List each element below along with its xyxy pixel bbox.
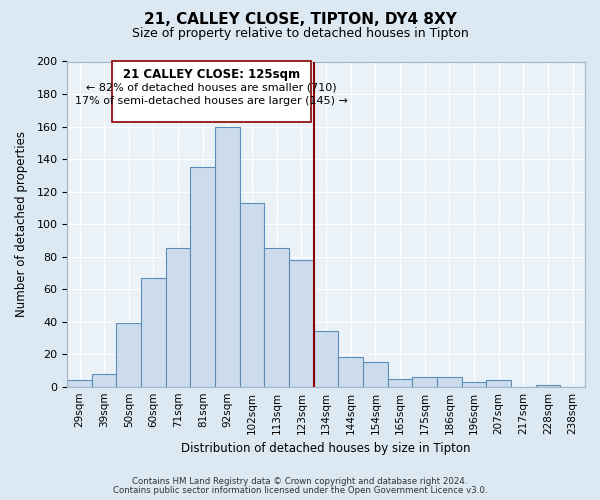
Bar — [92, 374, 116, 386]
FancyBboxPatch shape — [112, 62, 311, 122]
Bar — [412, 377, 437, 386]
Text: 21, CALLEY CLOSE, TIPTON, DY4 8XY: 21, CALLEY CLOSE, TIPTON, DY4 8XY — [143, 12, 457, 28]
Text: 21 CALLEY CLOSE: 125sqm: 21 CALLEY CLOSE: 125sqm — [123, 68, 300, 81]
Bar — [215, 126, 240, 386]
Text: 17% of semi-detached houses are larger (145) →: 17% of semi-detached houses are larger (… — [75, 96, 348, 106]
Bar — [166, 248, 190, 386]
Bar — [487, 380, 511, 386]
Text: Contains public sector information licensed under the Open Government Licence v3: Contains public sector information licen… — [113, 486, 487, 495]
Bar — [240, 203, 265, 386]
Bar — [190, 167, 215, 386]
Text: Contains HM Land Registry data © Crown copyright and database right 2024.: Contains HM Land Registry data © Crown c… — [132, 477, 468, 486]
Bar — [536, 385, 560, 386]
Bar — [289, 260, 314, 386]
Text: ← 82% of detached houses are smaller (710): ← 82% of detached houses are smaller (71… — [86, 82, 337, 92]
Bar — [314, 332, 338, 386]
Bar — [363, 362, 388, 386]
Text: Size of property relative to detached houses in Tipton: Size of property relative to detached ho… — [131, 28, 469, 40]
Bar — [67, 380, 92, 386]
Bar — [388, 378, 412, 386]
Bar — [116, 324, 141, 386]
X-axis label: Distribution of detached houses by size in Tipton: Distribution of detached houses by size … — [181, 442, 471, 455]
Bar — [462, 382, 487, 386]
Bar — [338, 358, 363, 386]
Y-axis label: Number of detached properties: Number of detached properties — [15, 131, 28, 317]
Bar — [141, 278, 166, 386]
Bar — [265, 248, 289, 386]
Bar — [437, 377, 462, 386]
